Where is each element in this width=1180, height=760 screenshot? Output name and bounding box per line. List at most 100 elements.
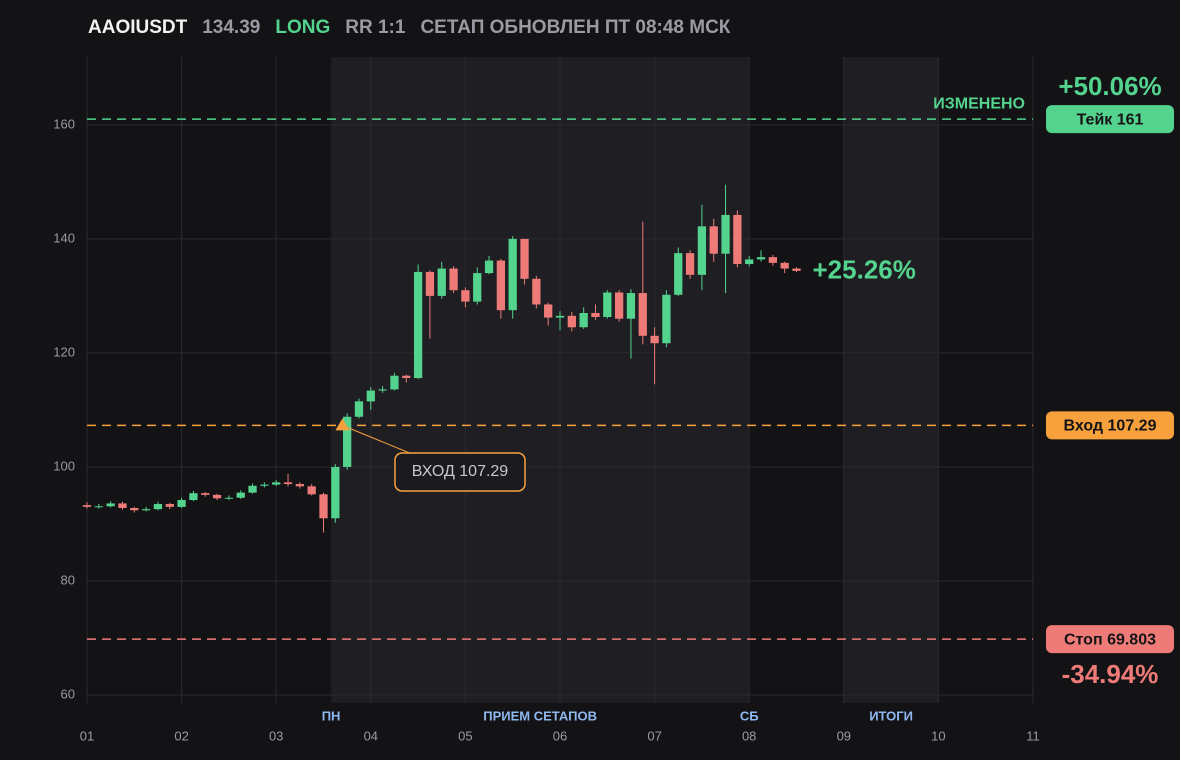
level-label: Тейк 161 xyxy=(1077,111,1144,128)
x-tick-label: 07 xyxy=(647,728,661,743)
candle-body xyxy=(756,257,766,260)
candle-body xyxy=(768,257,777,263)
zone-label: ИТОГИ xyxy=(869,708,913,723)
candle-body xyxy=(603,292,612,317)
candle-body xyxy=(449,268,458,291)
candle-body xyxy=(165,504,174,507)
candle-body xyxy=(189,493,198,501)
candle-body xyxy=(307,486,316,495)
risk-reward: RR 1:1 xyxy=(345,17,406,38)
candle-body xyxy=(272,482,281,485)
candle-body xyxy=(614,292,624,319)
level-label: Стоп 69.803 xyxy=(1064,631,1156,648)
candle-body xyxy=(141,509,151,511)
zone-start-label: ПН xyxy=(322,708,341,723)
candle-body xyxy=(662,294,671,344)
candle-body xyxy=(331,466,340,519)
candle-body xyxy=(709,226,718,254)
candle-body xyxy=(626,293,636,319)
candle-body xyxy=(130,508,139,511)
candle-body xyxy=(283,482,293,485)
level-badge xyxy=(1046,105,1174,134)
candle-body xyxy=(106,503,115,507)
candle-body xyxy=(650,335,659,344)
x-tick-label: 09 xyxy=(837,728,851,743)
level-label: Вход 107.29 xyxy=(1064,418,1157,435)
x-tick-label: 03 xyxy=(269,728,283,743)
x-tick-label: 10 xyxy=(931,728,945,743)
candle-body xyxy=(212,494,222,499)
candle-body xyxy=(248,485,257,493)
candle-body xyxy=(425,271,435,296)
y-tick-label: 120 xyxy=(53,344,75,359)
candle-body xyxy=(236,492,245,498)
candle-body xyxy=(118,503,127,509)
y-tick-label: 140 xyxy=(53,230,75,245)
candle-body xyxy=(177,500,186,507)
x-tick-label: 06 xyxy=(553,728,567,743)
level-change: -34.94% xyxy=(1062,659,1159,689)
status: СЕТАП ОБНОВЛЕН ПТ 08:48 МСК xyxy=(420,17,731,38)
entry-marker xyxy=(335,418,350,431)
level-note: ИЗМЕНЕНО xyxy=(933,95,1025,112)
candle-body xyxy=(520,238,529,279)
x-tick-label: 04 xyxy=(364,728,378,743)
level-change: +50.06% xyxy=(1058,71,1161,101)
candle-body xyxy=(319,494,328,519)
candle-body xyxy=(697,226,707,275)
candle-body xyxy=(591,313,600,317)
candle-body xyxy=(390,375,399,390)
candle-body xyxy=(484,260,494,274)
side: LONG xyxy=(275,17,331,38)
candle-body xyxy=(544,304,553,318)
candle-body xyxy=(567,315,576,328)
session-zone xyxy=(843,57,939,703)
zone-end-label: СБ xyxy=(740,708,759,723)
candle-body xyxy=(508,238,517,311)
candle-body xyxy=(366,390,375,402)
price: 134.39 xyxy=(202,17,261,38)
x-tick-label: 11 xyxy=(1026,728,1040,743)
candle-body xyxy=(354,401,364,417)
y-tick-label: 160 xyxy=(53,116,75,131)
last-change: +25.26% xyxy=(813,255,916,285)
candle-body xyxy=(792,268,801,271)
candle-body xyxy=(496,260,506,311)
candle-body xyxy=(437,268,446,296)
candle-body xyxy=(402,375,411,379)
candle-body xyxy=(343,416,352,467)
candle-body xyxy=(579,313,588,328)
candle-body xyxy=(413,271,423,379)
zone-label: ПРИЕМ СЕТАПОВ xyxy=(483,708,597,723)
x-tick-label: 02 xyxy=(174,728,188,743)
level-badge xyxy=(1046,411,1174,440)
session-zone xyxy=(331,57,750,703)
entry-connector xyxy=(342,424,413,455)
candle-body xyxy=(685,253,695,275)
candle-body xyxy=(224,497,234,499)
x-tick-label: 05 xyxy=(458,728,472,743)
candle-body xyxy=(532,278,541,305)
candle-body xyxy=(82,505,92,507)
entry-callout xyxy=(394,452,526,492)
candle-body xyxy=(555,315,565,318)
candle-body xyxy=(295,484,304,487)
entry-callout-label: ВХОД 107.29 xyxy=(412,463,509,480)
candle-body xyxy=(260,484,269,486)
candle-body xyxy=(461,290,470,302)
candle-body xyxy=(721,214,730,254)
y-tick-label: 60 xyxy=(61,686,75,701)
candle-body xyxy=(780,262,789,269)
symbol: AAOIUSDT xyxy=(88,17,188,38)
candle-body xyxy=(674,253,683,295)
x-tick-label: 08 xyxy=(742,728,756,743)
candle-body xyxy=(94,506,103,508)
candle-body xyxy=(153,504,163,510)
candle-body xyxy=(473,273,482,302)
candle-body xyxy=(733,214,742,264)
level-badge xyxy=(1046,625,1174,654)
y-tick-label: 80 xyxy=(61,572,75,587)
candle-body xyxy=(201,493,210,495)
